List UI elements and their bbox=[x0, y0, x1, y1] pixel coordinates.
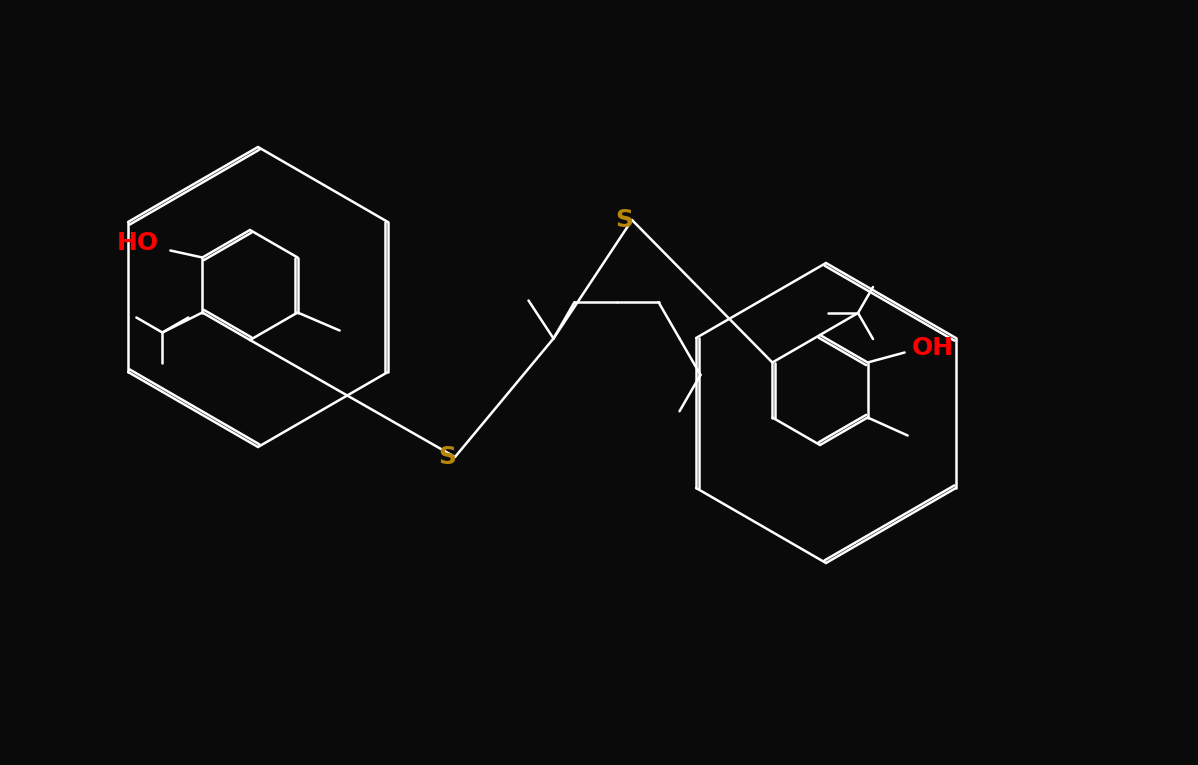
Text: S: S bbox=[615, 208, 633, 232]
Text: S: S bbox=[438, 445, 456, 469]
Text: HO: HO bbox=[116, 230, 158, 255]
Text: OH: OH bbox=[912, 336, 954, 360]
